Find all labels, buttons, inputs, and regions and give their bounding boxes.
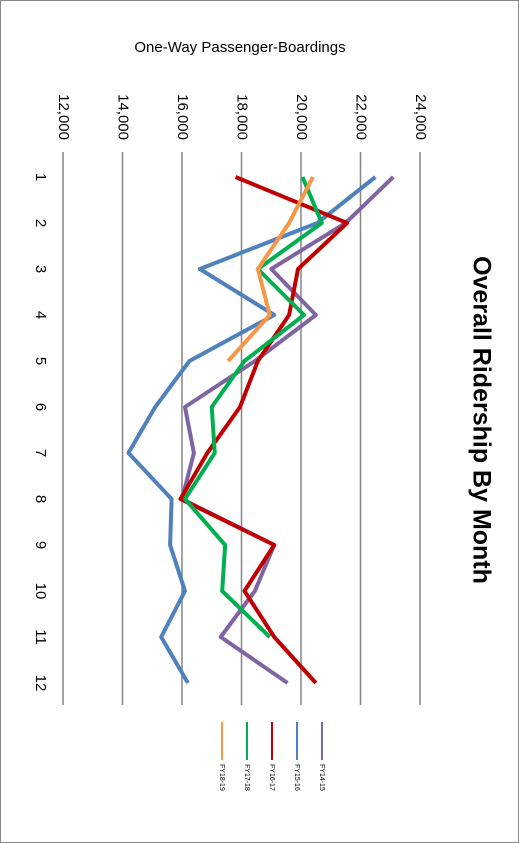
series-line bbox=[178, 175, 350, 685]
y-tick-label: 16,000 bbox=[174, 94, 191, 140]
legend-label: FY18-19 bbox=[218, 764, 225, 791]
chart-title: Overall Ridership By Month bbox=[467, 256, 495, 584]
y-tick-label: 20,000 bbox=[293, 94, 310, 140]
x-tick-label: 5 bbox=[32, 357, 49, 365]
x-tick-label: 1 bbox=[32, 173, 49, 181]
legend-label: FY17-18 bbox=[243, 764, 250, 791]
series-line bbox=[182, 176, 324, 639]
y-tick-label: 18,000 bbox=[234, 94, 251, 140]
x-tick-label: 8 bbox=[32, 495, 49, 503]
y-tick-label: 22,000 bbox=[353, 94, 370, 140]
axis-title: One-Way Passenger-Boardings bbox=[134, 39, 345, 56]
x-tick-label: 7 bbox=[32, 449, 49, 457]
legend-label: FY14-15 bbox=[318, 764, 325, 791]
x-tick-label: 12 bbox=[32, 675, 49, 692]
x-tick-label: 10 bbox=[32, 583, 49, 600]
x-tick-label: 9 bbox=[32, 541, 49, 549]
x-tick-label: 11 bbox=[32, 629, 49, 645]
x-tick-label: 2 bbox=[32, 219, 49, 227]
x-tick-label: 4 bbox=[32, 311, 49, 319]
legend-label: FY15-16 bbox=[293, 764, 300, 791]
x-tick-label: 6 bbox=[32, 403, 49, 411]
x-tick-label: 3 bbox=[32, 265, 49, 273]
y-tick-label: 12,000 bbox=[55, 94, 72, 140]
y-tick-label: 24,000 bbox=[412, 94, 429, 140]
legend-label: FY16-17 bbox=[268, 764, 275, 791]
series-line bbox=[126, 175, 377, 685]
rotated-chart: Overall Ridership By Month One-Way Passe… bbox=[32, 39, 495, 791]
y-tick-label: 14,000 bbox=[115, 94, 132, 140]
series-line bbox=[226, 176, 315, 363]
